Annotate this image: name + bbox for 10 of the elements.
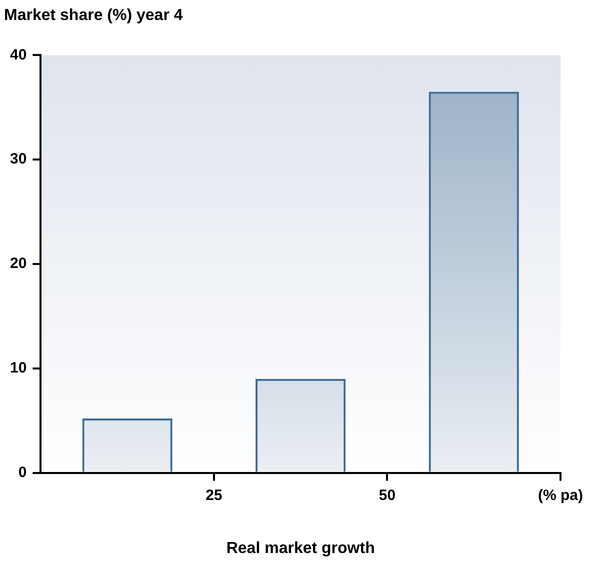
y-tick-label: 40	[10, 46, 27, 64]
y-tick-label: 20	[10, 255, 27, 272]
y-tick-label: 10	[10, 360, 27, 377]
y-axis-title: Market share (%) year 4	[4, 7, 183, 24]
y-tick-label: 30	[10, 150, 27, 168]
x-axis-title: Real market growth	[226, 540, 375, 557]
x-tick-label: 25	[206, 486, 222, 504]
x-tick-label: 50	[378, 486, 396, 504]
x-tick-label: (% pa)	[538, 486, 584, 504]
y-tick-label: 0	[18, 464, 27, 481]
